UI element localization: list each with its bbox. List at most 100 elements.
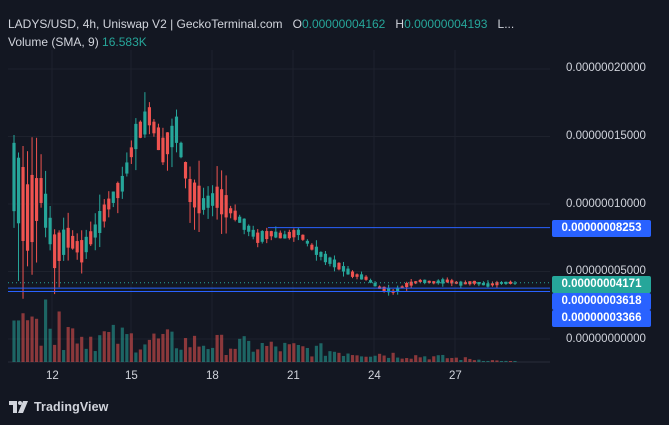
candle-body bbox=[247, 225, 251, 232]
candle-body bbox=[341, 266, 346, 272]
volume-bar bbox=[238, 338, 242, 362]
candle-body bbox=[188, 178, 192, 203]
candle-body bbox=[441, 279, 445, 284]
candle-body bbox=[71, 235, 75, 249]
legend-main: LADYS/USD, 4h, Uniswap V2 | GeckoTermina… bbox=[8, 17, 514, 31]
candle-layer bbox=[12, 92, 517, 299]
volume-bar bbox=[53, 344, 57, 362]
volume-bar bbox=[296, 344, 300, 362]
candle-body bbox=[504, 281, 508, 284]
volume-bar bbox=[111, 324, 115, 362]
volume-bar bbox=[337, 352, 341, 362]
volume-bar bbox=[233, 348, 237, 362]
candle-body bbox=[161, 137, 165, 163]
volume-bar bbox=[134, 352, 138, 362]
time-tick: 27 bbox=[449, 370, 462, 382]
volume-bar bbox=[156, 338, 161, 362]
candle-body bbox=[98, 211, 102, 233]
candle-body bbox=[427, 280, 431, 283]
candle-body bbox=[400, 286, 404, 289]
volume-bar bbox=[378, 353, 382, 362]
candle-body bbox=[224, 195, 228, 218]
volume-bar bbox=[174, 348, 179, 362]
candle-body bbox=[93, 224, 97, 238]
volume-bar bbox=[57, 311, 61, 362]
volume-bar bbox=[368, 356, 373, 362]
price-tick: 0.00000010000 bbox=[566, 198, 646, 210]
tradingview-logo-icon bbox=[9, 401, 28, 413]
volume-bar bbox=[355, 355, 359, 362]
volume-bar bbox=[75, 343, 79, 362]
volume-bar bbox=[34, 318, 39, 362]
legend-high-label: H bbox=[395, 17, 405, 31]
candle-body bbox=[129, 147, 133, 158]
legend-low-label: L... bbox=[497, 17, 515, 31]
candle-body bbox=[364, 276, 368, 280]
candle-body bbox=[174, 116, 179, 143]
volume-bar bbox=[513, 361, 517, 362]
candle-body bbox=[62, 229, 66, 255]
volume-bar bbox=[319, 343, 323, 362]
candle-body bbox=[107, 198, 111, 210]
price-tag-last: 0.00000004171 bbox=[552, 276, 651, 293]
candle-body bbox=[192, 182, 197, 208]
candle-body bbox=[292, 230, 296, 238]
volume-bar bbox=[490, 360, 495, 362]
tradingview-brand[interactable]: TradingView bbox=[9, 398, 109, 416]
candle-body bbox=[116, 182, 120, 199]
volume-bar bbox=[48, 328, 52, 362]
volume-bar bbox=[21, 313, 25, 362]
volume-bar bbox=[143, 344, 147, 362]
candle-body bbox=[278, 232, 282, 239]
volume-bar bbox=[468, 358, 472, 362]
volume-bar bbox=[332, 351, 337, 362]
volume-bar bbox=[314, 345, 318, 362]
volume-bar bbox=[346, 353, 350, 362]
candle-body bbox=[436, 280, 440, 284]
volume-bar bbox=[170, 331, 174, 362]
volume-bar bbox=[323, 355, 328, 362]
candle-body bbox=[206, 195, 210, 208]
volume-bar bbox=[418, 357, 422, 362]
volume-bar bbox=[495, 360, 499, 362]
price-tag-resistance: 0.00000008253 bbox=[552, 220, 651, 237]
volume-bar bbox=[84, 348, 88, 362]
candle-body bbox=[211, 193, 215, 206]
candle-body bbox=[486, 283, 490, 287]
candle-body bbox=[450, 280, 454, 284]
volume-bar bbox=[414, 355, 418, 362]
time-tick: 18 bbox=[206, 370, 219, 382]
volume-bar bbox=[305, 347, 309, 362]
volume-bar bbox=[62, 350, 66, 362]
candle-body bbox=[138, 121, 142, 138]
candle-body bbox=[513, 282, 517, 284]
volume-bar bbox=[12, 320, 16, 362]
volume-bar bbox=[220, 334, 224, 362]
candle-body bbox=[197, 185, 201, 214]
volume-bar bbox=[98, 335, 102, 362]
legend-indicator[interactable]: Volume (SMA, 9) 16.583K bbox=[8, 35, 147, 49]
candle-body bbox=[328, 257, 332, 264]
volume-bar bbox=[391, 352, 395, 362]
candle-body bbox=[152, 121, 156, 134]
candle-body bbox=[414, 281, 418, 284]
volume-bar bbox=[39, 345, 43, 362]
time-tick: 24 bbox=[368, 370, 381, 382]
candle-body bbox=[12, 142, 16, 212]
candle-body bbox=[256, 232, 260, 243]
volume-bar bbox=[120, 327, 124, 362]
candle-body bbox=[21, 167, 25, 241]
candle-body bbox=[147, 107, 151, 126]
candle-body bbox=[242, 218, 246, 230]
volume-bar bbox=[197, 346, 201, 362]
volume-bar bbox=[265, 345, 269, 362]
candle-body bbox=[134, 123, 138, 150]
indicator-label: Volume (SMA, 9) bbox=[8, 35, 99, 49]
volume-bar bbox=[454, 357, 458, 362]
candle-body bbox=[16, 157, 21, 224]
volume-bar bbox=[147, 339, 151, 362]
candle-body bbox=[44, 193, 48, 228]
volume-bar bbox=[260, 342, 264, 362]
